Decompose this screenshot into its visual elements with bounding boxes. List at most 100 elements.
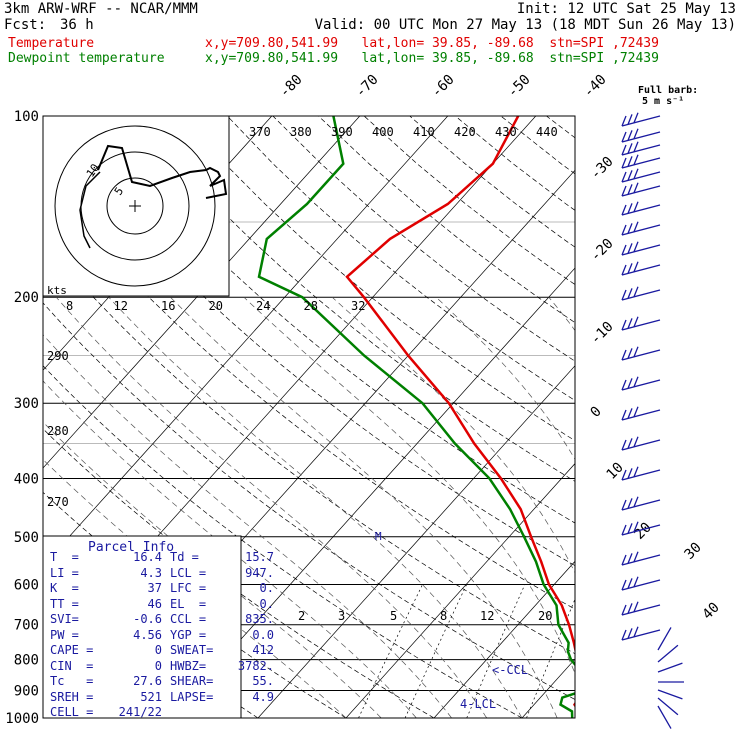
wind-barb-flag	[627, 578, 633, 589]
wind-barb-flag	[627, 523, 633, 534]
wind-barb	[621, 554, 661, 566]
wind-barb	[657, 627, 672, 651]
mixing-ratio-label: 12	[480, 609, 494, 623]
pressure-tick-label: 300	[14, 396, 39, 412]
isotherm-line	[345, 463, 575, 718]
wind-barb-flag	[633, 406, 639, 418]
parcel-value: -0.6	[133, 612, 162, 626]
wind-barb-flag	[633, 261, 639, 273]
wind-barb-flag	[621, 524, 627, 536]
wind-barb-flag	[621, 157, 627, 169]
pressure-tick-label: 100	[14, 109, 39, 125]
wind-barb-flag	[627, 628, 633, 639]
hodograph-trace	[97, 144, 228, 199]
fcst-label: Fcst:	[4, 17, 47, 33]
left-scale-label: 270	[47, 495, 69, 509]
wind-barb-flag	[633, 346, 639, 358]
speed-label: 32	[351, 299, 365, 313]
parcel-value: 3782.	[237, 658, 274, 673]
isotherm-label: 40	[700, 600, 723, 623]
mixing-ratio-line	[358, 584, 423, 718]
parcel-label: T =	[50, 550, 79, 564]
moist-adiabat	[170, 296, 558, 718]
isotherm-label: -80	[277, 72, 306, 101]
dry-adiabat	[135, 116, 575, 482]
parcel-label: EL =	[170, 596, 207, 611]
moist-adiabat	[55, 296, 488, 718]
speed-label: 24	[256, 299, 270, 313]
speed-label: 16	[161, 299, 175, 313]
wind-barb-flag	[633, 221, 639, 233]
hodograph-ring	[54, 125, 216, 287]
wind-barb-flag	[621, 171, 627, 183]
dry-adiabat	[44, 116, 575, 567]
barb-legend-value: 5 m s⁻¹	[642, 96, 685, 107]
wind-barb-flag	[627, 130, 633, 141]
wind-barb	[657, 662, 683, 673]
isotherm-label: -70	[353, 72, 382, 101]
speed-label: 28	[304, 299, 318, 313]
mixing-ratio-line	[580, 584, 632, 718]
wind-barb	[621, 579, 661, 591]
temperature-legend-label: Temperature	[8, 36, 95, 51]
wind-barb-flag	[633, 241, 639, 253]
moist-adiabat	[331, 296, 575, 574]
wind-barb-flag	[627, 223, 633, 234]
pressure-tick-label: 600	[14, 577, 39, 593]
speed-label: 8	[66, 299, 73, 313]
dry-adiabat	[43, 302, 575, 700]
wind-barb-flag	[627, 170, 633, 181]
wind-barb	[621, 224, 661, 236]
m-marker: M	[375, 530, 382, 543]
plot-frame	[42, 115, 576, 719]
parcel-value: 241/22	[118, 705, 162, 719]
speed-label: 12	[114, 299, 128, 313]
pressure-tick-label: 500	[14, 530, 39, 546]
isotherm-label: -50	[505, 72, 534, 101]
mixing-ratio-line	[526, 598, 575, 718]
dry-adiabat	[729, 116, 740, 718]
isotherm-label: -20	[588, 236, 617, 265]
wind-barb-flag	[633, 601, 639, 613]
ccl-marker: <-CCL	[492, 663, 528, 677]
dry-adiabat	[592, 116, 740, 718]
parcel-value: 0.	[259, 596, 274, 611]
wind-barb	[621, 144, 661, 156]
wind-barb-flag	[627, 468, 633, 479]
barb-legend-title: Full barb:	[638, 85, 699, 96]
parcel-label: LFC =	[170, 581, 207, 595]
wind-barb	[621, 289, 661, 301]
hodograph-ring-label: 10	[84, 161, 102, 179]
parcel-label: PW =	[50, 627, 79, 642]
wind-barb-flag	[627, 408, 633, 419]
hodograph-units-label: kts	[47, 284, 67, 297]
lcl-marker: 4-LCL	[460, 697, 496, 711]
wind-barb-flag	[621, 379, 627, 391]
wind-barb	[621, 604, 661, 616]
wind-barb-flag	[621, 204, 627, 216]
wind-barb-flag	[627, 318, 633, 329]
isotherm-line	[698, 116, 740, 718]
isotherm-line	[43, 116, 449, 567]
wind-barb-flag	[633, 496, 639, 508]
wind-barb-flag	[621, 499, 627, 511]
parcel-value: 0.	[259, 581, 274, 595]
parcel-value: 27.6	[133, 674, 162, 688]
theta-label: 410	[413, 125, 435, 139]
parcel-value: 947.	[245, 565, 274, 580]
wind-barb-flag	[621, 319, 627, 331]
wind-barb	[621, 185, 661, 197]
wind-barb-flag	[627, 553, 633, 564]
mixing-ratio-label: 2	[298, 609, 305, 623]
moist-adiabat	[243, 296, 575, 675]
isotherm-label: 0	[588, 404, 605, 421]
moist-adiabat	[43, 334, 452, 718]
wind-barb-flag	[633, 201, 639, 213]
wind-barb-flag	[633, 466, 639, 478]
wind-barb	[657, 697, 679, 716]
init-time: Init: 12 UTC Sat 25 May 13	[516, 1, 736, 17]
wind-barb-flag	[633, 376, 639, 388]
wind-barb-flag	[621, 349, 627, 361]
parcel-info-panel	[42, 535, 242, 719]
wind-barb-flag	[621, 409, 627, 421]
